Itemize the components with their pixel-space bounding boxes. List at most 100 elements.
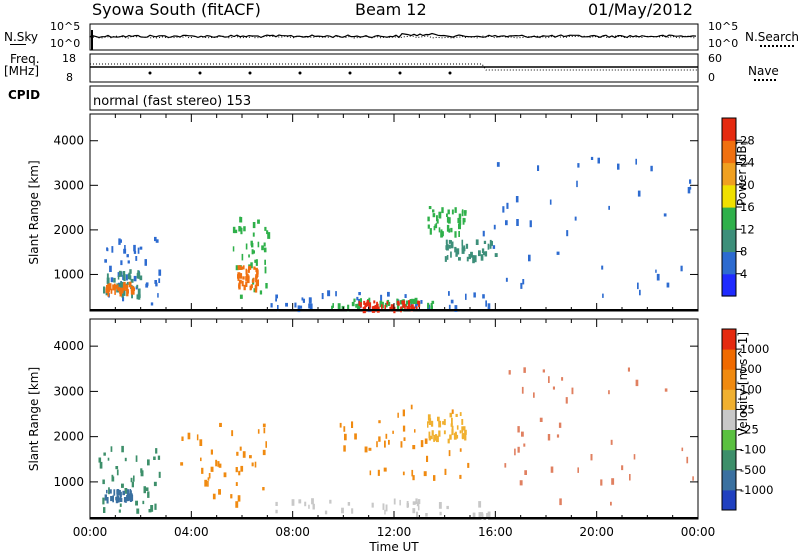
data-cell — [117, 287, 121, 292]
data-cell — [125, 285, 128, 289]
data-cell — [379, 300, 383, 308]
data-cell — [637, 282, 639, 290]
data-cell — [448, 304, 451, 311]
colorbar-swatch — [722, 489, 736, 511]
data-cell — [347, 502, 351, 506]
data-cell — [504, 463, 507, 468]
data-cell — [402, 425, 406, 432]
data-cell — [116, 284, 119, 291]
data-cell — [576, 180, 578, 188]
data-cell — [239, 446, 242, 451]
data-cell — [231, 430, 234, 437]
data-cell — [403, 437, 406, 441]
nsearch-label: N.Search — [745, 30, 800, 44]
data-cell — [130, 278, 134, 283]
noise-tick-top-right: 10^5 — [708, 20, 739, 33]
data-cell — [608, 205, 610, 210]
data-cell — [237, 495, 241, 502]
data-cell — [424, 438, 428, 444]
data-cell — [135, 500, 138, 506]
data-cell — [556, 251, 560, 255]
data-cell — [449, 434, 452, 440]
data-cell — [308, 504, 310, 509]
data-cell — [103, 286, 106, 294]
data-cell — [466, 256, 469, 262]
data-cell — [448, 239, 451, 244]
data-cell — [357, 303, 361, 310]
data-cell — [262, 423, 266, 428]
data-cell — [355, 303, 359, 308]
data-cell — [402, 409, 405, 417]
data-cell — [468, 254, 471, 260]
data-cell — [250, 240, 253, 246]
data-cell — [462, 217, 465, 225]
data-cell — [218, 463, 222, 468]
data-cell — [478, 250, 481, 257]
data-cell — [240, 465, 244, 472]
data-cell — [157, 455, 161, 460]
data-cell — [105, 289, 108, 294]
data-cell — [158, 471, 161, 478]
colorbar-tick-label: -25 — [740, 423, 759, 437]
colorbar-swatch — [722, 469, 736, 491]
data-cell — [456, 434, 459, 439]
data-cell — [245, 281, 248, 287]
data-cell — [412, 306, 415, 311]
data-cell — [107, 283, 110, 288]
data-cell — [420, 440, 424, 448]
x-tick-label: 04:00 — [174, 525, 209, 539]
data-cell — [196, 434, 199, 441]
data-cell — [447, 209, 450, 215]
time-axis: 00:00 04:00 08:00 12:00 16:00 20:00 00:00 Time … — [73, 525, 716, 554]
data-cell — [249, 285, 252, 290]
data-cell — [386, 301, 389, 305]
data-cell — [597, 157, 600, 164]
data-cell — [299, 305, 303, 309]
data-cell — [126, 290, 129, 297]
freq-label: Freq. — [10, 52, 40, 66]
y-axis-label: Slant Range [km] — [27, 367, 41, 471]
velocity-colorbar: 1000 500 100 25 -25 -100 -500 -1000 — [721, 328, 773, 511]
data-cell — [337, 303, 341, 310]
freq-change-marker — [148, 71, 152, 75]
data-cell — [207, 481, 209, 487]
data-cell — [446, 216, 450, 223]
data-cell — [277, 305, 279, 312]
data-cell — [427, 216, 430, 222]
data-cell — [230, 494, 233, 499]
data-cell — [217, 461, 220, 467]
data-cell — [450, 251, 452, 258]
data-cell — [470, 251, 473, 258]
data-cell — [343, 426, 346, 432]
x-tick-label: 16:00 — [478, 525, 513, 539]
data-cell — [137, 293, 141, 300]
data-cell — [353, 298, 356, 302]
noise-tick-top-left: 10^5 — [50, 20, 81, 33]
data-cell — [117, 275, 120, 280]
data-cell — [436, 215, 438, 222]
data-cell — [438, 227, 441, 233]
data-cell — [396, 305, 400, 310]
data-cell — [482, 230, 485, 237]
data-cell — [444, 256, 447, 262]
colorbar-tick-label: 500 — [740, 362, 762, 376]
data-cell — [542, 369, 545, 373]
data-cell — [351, 508, 354, 514]
data-cell — [148, 509, 152, 513]
data-cell — [550, 466, 554, 473]
data-cell — [339, 422, 342, 428]
data-cell — [106, 489, 108, 494]
data-cell — [129, 492, 132, 499]
data-cell — [461, 419, 464, 425]
data-cell — [238, 226, 241, 232]
data-cell — [450, 241, 454, 249]
data-cell — [458, 257, 461, 261]
data-cell — [142, 500, 145, 505]
data-cell — [448, 450, 451, 457]
data-cell — [262, 487, 265, 491]
data-cell — [239, 294, 243, 299]
data-cell — [436, 219, 439, 224]
data-cell — [608, 390, 610, 395]
data-cell — [215, 459, 218, 467]
freq-strip-frame — [89, 53, 699, 83]
